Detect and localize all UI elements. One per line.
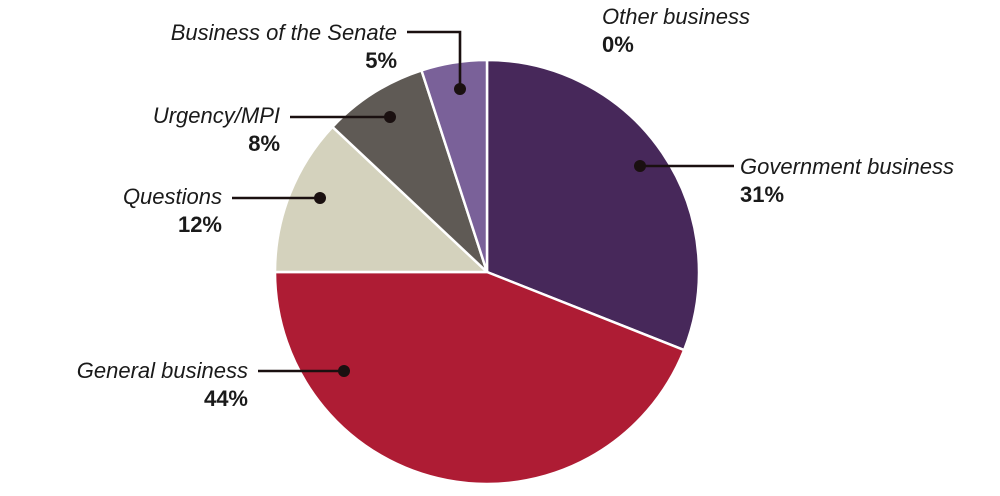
pie-slice-government-business — [485, 58, 701, 352]
pie-slice-general-business — [273, 270, 686, 486]
slice-name-general-business: General business — [77, 358, 248, 383]
slice-percent-questions: 12% — [178, 212, 222, 237]
slice-percent-other-business: 0% — [602, 32, 634, 57]
pie-slice-questions — [273, 125, 491, 274]
pie-slice-business-of-the-senate — [419, 58, 489, 273]
slice-percent-government-business: 31% — [740, 182, 784, 207]
leader-line-business-of-the-senate — [407, 30, 462, 89]
slice-name-other-business: Other business — [602, 4, 750, 29]
leader-dot-government-business — [634, 160, 646, 172]
leader-dot-questions — [314, 192, 326, 204]
slice-labels: Government business 31% General business 44… — [77, 4, 954, 411]
slice-name-questions: Questions — [123, 184, 222, 209]
slice-percent-urgency-mpi: 8% — [248, 131, 280, 156]
slice-percent-general-business: 44% — [204, 386, 248, 411]
slice-name-urgency-mpi: Urgency/MPI — [153, 103, 280, 128]
slice-percent-business-of-the-senate: 5% — [365, 48, 397, 73]
slice-name-government-business: Government business — [740, 154, 954, 179]
pie-slice-urgency-mpi — [330, 68, 489, 273]
leader-dot-business-of-the-senate — [454, 83, 466, 95]
slice-name-business-of-the-senate: Business of the Senate — [171, 20, 397, 45]
leader-dot-urgency-mpi — [384, 111, 396, 123]
leader-dot-general-business — [338, 365, 350, 377]
pie-slices — [273, 58, 701, 486]
